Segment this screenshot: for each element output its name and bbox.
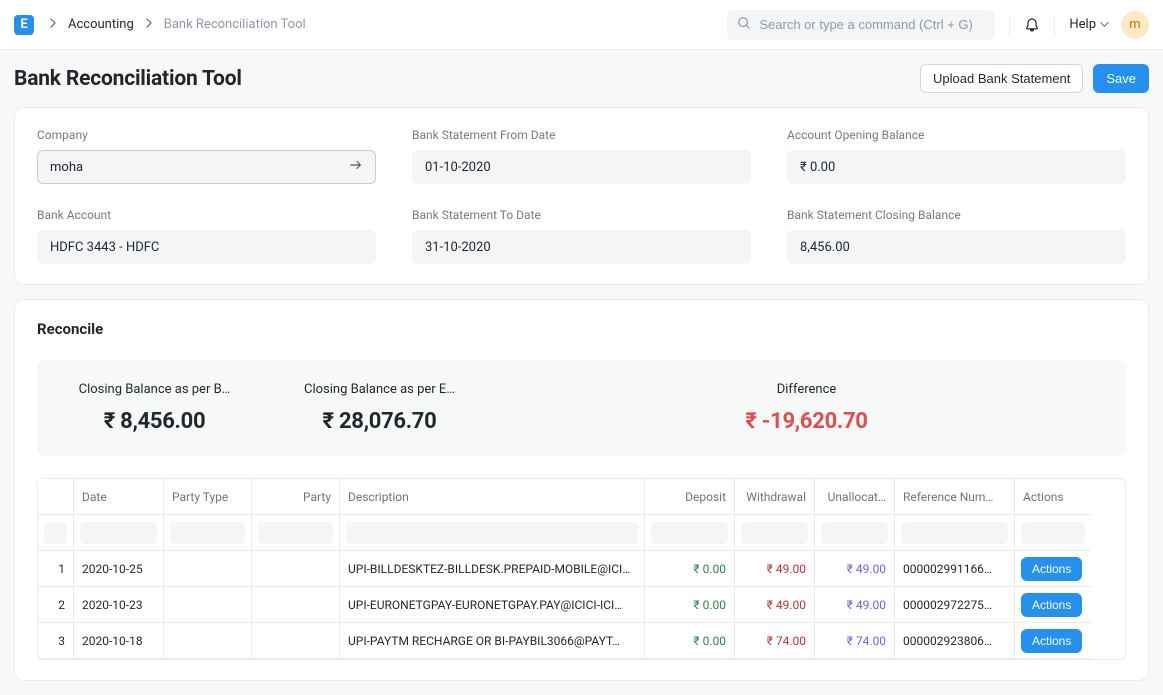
filter-reference[interactable] [901,522,1008,544]
summary-difference-value: ₹ -19,620.70 [497,409,1116,434]
cell-index: 2 [38,587,74,623]
notifications-button[interactable] [1024,17,1040,33]
closing-balance-field[interactable]: 8,456.00 [787,230,1126,264]
summary-closing-bank-value: ₹ 8,456.00 [47,409,262,434]
row-actions-button[interactable]: Actions [1021,629,1082,653]
filter-unallocated[interactable] [821,522,888,544]
cell-date: 2020-10-23 [74,587,164,623]
to-date-label: Bank Statement To Date [412,208,751,222]
reconcile-card: Reconcile Closing Balance as per B… ₹ 8,… [14,299,1149,681]
to-date-field[interactable]: 31-10-2020 [412,230,751,264]
bank-account-value: HDFC 3443 - HDFC [50,240,159,255]
breadcrumb-parent[interactable]: Accounting [68,17,134,32]
cell-reference: 000002991166… [895,551,1015,587]
cell-description: UPI-BILLDESKTEZ-BILLDESK.PREPAID-MOBILE@… [340,551,645,587]
company-label: Company [37,128,376,142]
filter-actions[interactable] [1021,522,1085,544]
closing-balance-label: Bank Statement Closing Balance [787,208,1126,222]
col-index [38,479,74,515]
col-unallocated[interactable]: Unallocat… [815,479,895,515]
chevron-right-icon [48,17,58,32]
from-date-field[interactable]: 01-10-2020 [412,150,751,184]
opening-balance-label: Account Opening Balance [787,128,1126,142]
filter-deposit[interactable] [651,522,728,544]
chevron-right-icon [144,17,154,32]
col-party-type[interactable]: Party Type [164,479,252,515]
from-date-value: 01-10-2020 [425,160,491,175]
avatar[interactable]: m [1121,11,1149,39]
save-button[interactable]: Save [1093,64,1149,93]
closing-balance-value: 8,456.00 [800,240,850,255]
global-search[interactable] [727,10,995,40]
summary-closing-erp-value: ₹ 28,076.70 [272,409,487,434]
cell-deposit: ₹ 0.00 [645,551,735,587]
search-input[interactable] [759,17,985,32]
bank-account-field[interactable]: HDFC 3443 - HDFC [37,230,376,264]
search-icon [737,16,751,34]
to-date-value: 31-10-2020 [425,240,491,255]
filter-withdrawal[interactable] [741,522,808,544]
cell-index: 1 [38,551,74,587]
cell-reference: 000002972275… [895,587,1015,623]
company-field[interactable]: moha [37,150,376,184]
filter-party-type[interactable] [170,522,245,544]
navbar: E Accounting Bank Reconciliation Tool He… [0,0,1163,50]
brand-logo[interactable]: E [14,15,34,35]
help-menu[interactable]: Help [1069,17,1109,32]
col-party[interactable]: Party [252,479,340,515]
filter-date[interactable] [80,522,157,544]
cell-description: UPI-EURONETGPAY-EURONETGPAY.PAY@ICICI-IC… [340,587,645,623]
help-label: Help [1069,17,1096,32]
company-value: moha [50,160,83,175]
col-actions: Actions [1015,479,1091,515]
breadcrumb: Accounting Bank Reconciliation Tool [68,17,306,32]
col-deposit[interactable]: Deposit [645,479,735,515]
reconcile-title: Reconcile [37,320,1126,338]
col-withdrawal[interactable]: Withdrawal [735,479,815,515]
summary-row: Closing Balance as per B… ₹ 8,456.00 Clo… [37,360,1126,456]
cell-party-type [164,587,252,623]
cell-unallocated: ₹ 49.00 [815,551,895,587]
from-date-label: Bank Statement From Date [412,128,751,142]
reconcile-table: Date Party Type Party Description Deposi… [37,478,1126,660]
opening-balance-value: ₹ 0.00 [800,160,835,175]
upload-bank-statement-button[interactable]: Upload Bank Statement [920,64,1083,93]
col-description[interactable]: Description [340,479,645,515]
cell-withdrawal: ₹ 49.00 [735,587,815,623]
breadcrumb-current: Bank Reconciliation Tool [164,17,306,32]
cell-party [252,551,340,587]
table-row[interactable]: 2 2020-10-23 UPI-EURONETGPAY-EURONETGPAY… [38,587,1125,623]
arrow-right-icon[interactable] [349,158,363,176]
cell-withdrawal: ₹ 49.00 [735,551,815,587]
chevron-down-icon [1100,18,1109,32]
col-date[interactable]: Date [74,479,164,515]
filters-card: Company moha Bank Statement From Date 01… [14,107,1149,285]
cell-party [252,587,340,623]
page-title: Bank Reconciliation Tool [14,67,242,91]
cell-deposit: ₹ 0.00 [645,587,735,623]
cell-unallocated: ₹ 49.00 [815,587,895,623]
cell-date: 2020-10-25 [74,551,164,587]
filter-description[interactable] [346,522,638,544]
bank-account-label: Bank Account [37,208,376,222]
table-row[interactable]: 1 2020-10-25 UPI-BILLDESKTEZ-BILLDESK.PR… [38,551,1125,587]
row-actions-button[interactable]: Actions [1021,593,1082,617]
filter-index[interactable] [44,522,67,544]
summary-closing-erp-label: Closing Balance as per E… [272,382,487,397]
cell-party-type [164,551,252,587]
filter-party[interactable] [258,522,333,544]
summary-difference-label: Difference [497,382,1116,397]
summary-closing-bank-label: Closing Balance as per B… [47,382,262,397]
opening-balance-field[interactable]: ₹ 0.00 [787,150,1126,184]
col-reference[interactable]: Reference Num… [895,479,1015,515]
row-actions-button[interactable]: Actions [1021,557,1082,581]
